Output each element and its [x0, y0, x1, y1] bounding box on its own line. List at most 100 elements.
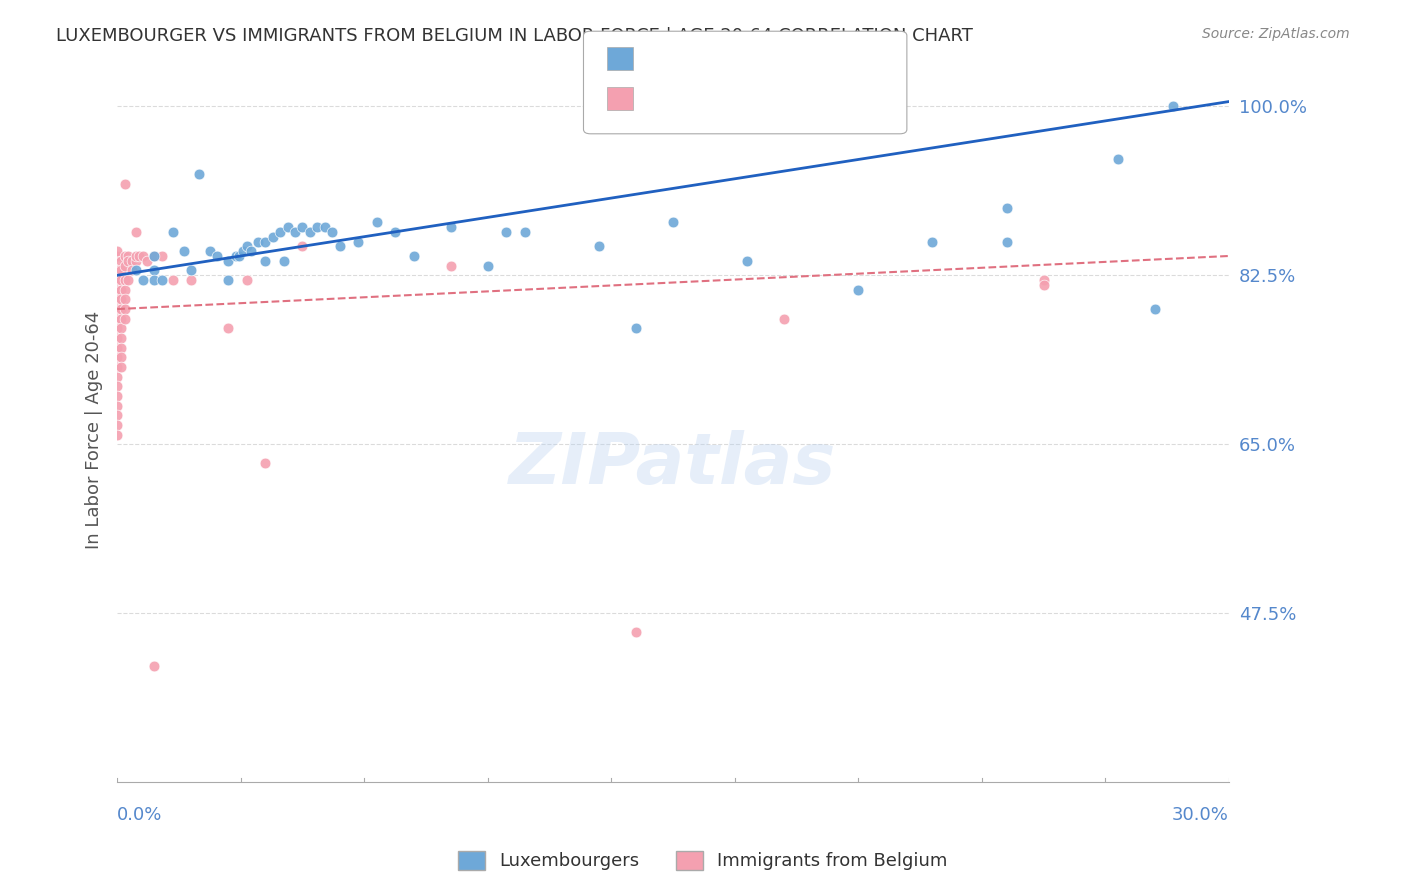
Point	[1032, 277, 1054, 292]
Point	[187, 167, 209, 181]
Point	[125, 225, 148, 239]
Point	[384, 225, 406, 239]
Text: 65: 65	[756, 89, 782, 107]
Point	[150, 249, 173, 263]
Point	[277, 220, 299, 235]
Point	[624, 625, 647, 640]
Point	[121, 263, 143, 277]
Point	[110, 351, 132, 365]
Point	[225, 249, 247, 263]
Point	[143, 273, 166, 287]
Point	[132, 273, 155, 287]
Point	[105, 359, 128, 374]
Point	[314, 220, 336, 235]
Y-axis label: In Labor Force | Age 20-64: In Labor Force | Age 20-64	[86, 310, 103, 549]
Point	[110, 293, 132, 307]
Text: 0.037: 0.037	[672, 89, 728, 107]
Point	[105, 301, 128, 316]
Point	[291, 220, 314, 235]
Point	[114, 273, 136, 287]
Text: R =: R =	[644, 89, 681, 107]
Point	[117, 253, 139, 268]
Point	[921, 235, 943, 249]
Point	[105, 399, 128, 413]
Point	[624, 321, 647, 335]
Text: R =: R =	[644, 50, 681, 68]
Point	[114, 283, 136, 297]
Point	[105, 417, 128, 432]
Point	[217, 253, 239, 268]
Point	[110, 341, 132, 355]
Point	[284, 225, 307, 239]
Point	[180, 273, 202, 287]
Point	[105, 283, 128, 297]
Point	[105, 341, 128, 355]
Point	[117, 273, 139, 287]
Point	[132, 249, 155, 263]
Point	[180, 263, 202, 277]
Point	[773, 311, 796, 326]
Point	[110, 301, 132, 316]
Text: ZIPatlas: ZIPatlas	[509, 431, 837, 500]
Point	[114, 293, 136, 307]
Point	[110, 253, 132, 268]
Point	[1143, 301, 1166, 316]
Point	[735, 253, 758, 268]
Point	[273, 253, 295, 268]
Point	[321, 225, 343, 239]
Text: 30.0%: 30.0%	[1173, 806, 1229, 824]
Point	[440, 259, 463, 273]
Point	[366, 215, 388, 229]
Point	[105, 351, 128, 365]
Point	[254, 235, 277, 249]
Point	[173, 244, 195, 259]
Point	[105, 321, 128, 335]
Point	[105, 427, 128, 442]
Point	[239, 244, 262, 259]
Point	[128, 249, 150, 263]
Point	[105, 293, 128, 307]
Point	[402, 249, 425, 263]
Point	[105, 379, 128, 393]
Point	[254, 457, 277, 471]
Point	[588, 239, 610, 253]
Point	[254, 253, 277, 268]
Point	[143, 249, 166, 263]
Text: 52: 52	[756, 50, 782, 68]
Point	[846, 283, 869, 297]
Point	[143, 249, 166, 263]
Point	[114, 311, 136, 326]
Point	[162, 273, 184, 287]
Point	[513, 225, 536, 239]
Point	[662, 215, 685, 229]
Point	[114, 301, 136, 316]
Point	[105, 311, 128, 326]
Point	[143, 263, 166, 277]
Point	[110, 331, 132, 345]
Point	[105, 389, 128, 403]
Point	[110, 283, 132, 297]
Point	[995, 201, 1018, 215]
Point	[1032, 273, 1054, 287]
Point	[328, 239, 350, 253]
Point	[307, 220, 329, 235]
Point	[162, 225, 184, 239]
Point	[110, 359, 132, 374]
Point	[135, 253, 157, 268]
Point	[207, 249, 229, 263]
Point	[298, 225, 321, 239]
Point	[105, 249, 128, 263]
Point	[347, 235, 370, 249]
Point	[125, 263, 148, 277]
Point	[217, 321, 239, 335]
Point	[125, 249, 148, 263]
Text: 0.596: 0.596	[672, 50, 728, 68]
Point	[236, 239, 259, 253]
Point	[105, 263, 128, 277]
Point	[995, 235, 1018, 249]
Point	[269, 225, 291, 239]
Point	[236, 273, 259, 287]
Text: Source: ZipAtlas.com: Source: ZipAtlas.com	[1202, 27, 1350, 41]
Point	[477, 259, 499, 273]
Point	[110, 321, 132, 335]
